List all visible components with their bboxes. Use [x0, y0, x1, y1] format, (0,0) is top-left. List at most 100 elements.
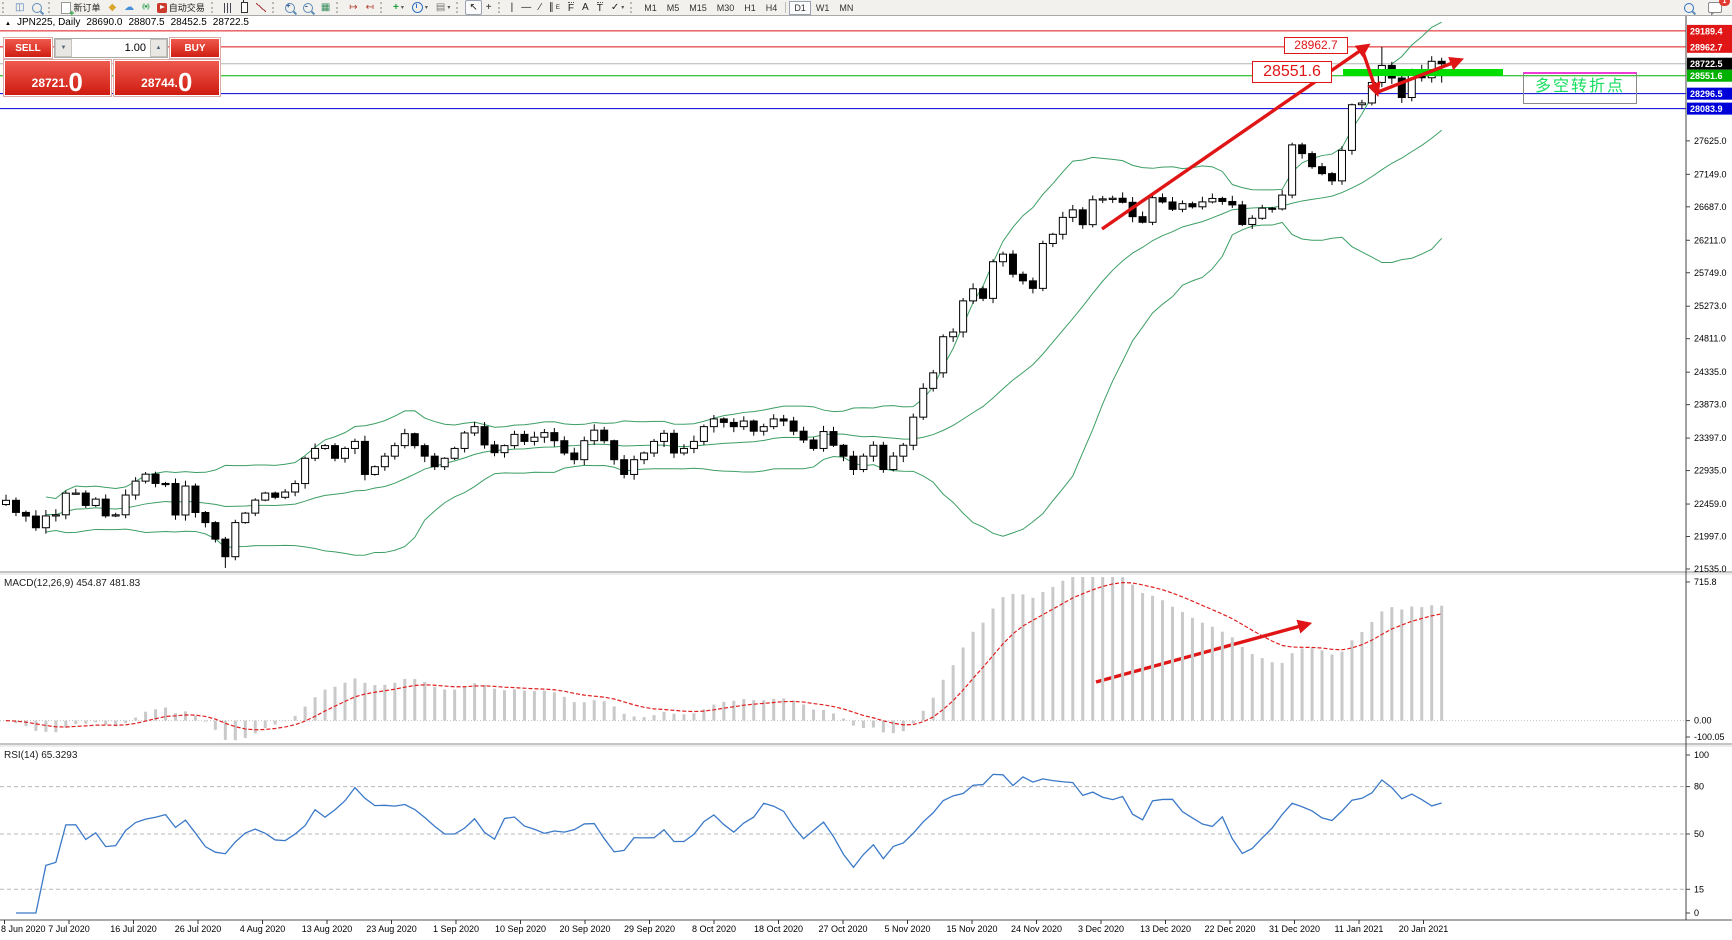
buy-price-big-digit: 0 [177, 66, 193, 97]
deposit-icon[interactable]: ◆ [104, 0, 120, 15]
toolbar-group: | — ∕ ∥ E F A T ✓ ▾ [496, 1, 629, 14]
timeframe-h4[interactable]: H4 [765, 2, 778, 13]
svg-text:3 Dec 2020: 3 Dec 2020 [1078, 924, 1124, 934]
horizontal-line-button[interactable]: — [517, 0, 535, 15]
buy-price-int: 28744 [141, 76, 175, 90]
bar-chart-icon-glyph [223, 2, 233, 13]
cursor-button[interactable]: ↖ [465, 0, 482, 15]
title-marker-icon: ▲ [5, 21, 11, 27]
periods-button[interactable]: ▾ [408, 0, 432, 15]
indicators-button-caret-icon[interactable]: ▾ [400, 5, 404, 11]
shapes-button[interactable]: ✓ ▾ [607, 0, 628, 15]
toolbar-group: ↖ + [454, 0, 496, 15]
sell-button[interactable]: SELL [4, 38, 52, 58]
notifications-icon-glyph [1708, 2, 1722, 16]
candles-layer [2, 46, 1446, 568]
timeframe-d1[interactable]: D1 [789, 0, 811, 15]
timeframe-mn[interactable]: MN [839, 2, 854, 13]
timeframe-m15[interactable]: M15 [689, 2, 707, 13]
vertical-line-button[interactable]: | [507, 0, 518, 15]
svg-text:25273.0: 25273.0 [1694, 301, 1727, 311]
zoom-out-icon-glyph [302, 2, 313, 13]
shapes-button-caret-icon[interactable]: ▾ [621, 5, 625, 11]
auto-scroll-icon-glyph: ↦ [349, 2, 358, 13]
text-button[interactable]: A [578, 0, 593, 15]
volume-input[interactable]: 1.00 [124, 42, 146, 54]
line-chart-icon[interactable] [252, 0, 270, 15]
templates-button-caret-icon[interactable]: ▾ [447, 5, 451, 11]
auto-scroll-icon[interactable]: ↦ [345, 0, 361, 15]
toolbar-group [209, 0, 270, 15]
svg-text:100: 100 [1694, 750, 1709, 760]
toolbar-group: 新订单 ◆ ☁ ((●)) 自动交易 [46, 0, 209, 17]
chart-window-icon-glyph: ◫ [15, 2, 25, 13]
accounts-cloud-icon-glyph: ☁ [124, 2, 135, 13]
separator [785, 2, 787, 13]
crosshair-button-glyph: + [485, 2, 492, 13]
line-chart-icon-glyph [255, 3, 266, 12]
svg-text:23873.0: 23873.0 [1694, 400, 1727, 410]
svg-text:29 Sep 2020: 29 Sep 2020 [624, 924, 675, 934]
svg-text:0.00: 0.00 [1694, 716, 1712, 726]
sell-price-button[interactable]: 28721 . 0 [4, 60, 111, 96]
text-label-button[interactable]: T [593, 0, 607, 15]
rsi-pane [0, 773, 1686, 914]
symbol-period: JPN225, Daily [16, 17, 81, 28]
svg-text:24 Nov 2020: 24 Nov 2020 [1011, 924, 1062, 934]
volume-decrease-button[interactable]: ▼ [55, 39, 72, 57]
svg-text:29189.4: 29189.4 [1690, 26, 1723, 36]
ohlc-high: 28807.5 [128, 17, 165, 28]
rsi-indicator-label: RSI(14) 65.3293 [4, 750, 78, 761]
price-scale[interactable] [1686, 16, 1732, 920]
zoom-out-icon[interactable] [299, 0, 317, 15]
tile-windows-icon[interactable]: ▦ [317, 0, 334, 15]
buy-price-button[interactable]: 28744 . 0 [113, 60, 220, 97]
channel-button[interactable]: ∥ E [545, 0, 564, 15]
accounts-cloud-icon[interactable]: ☁ [120, 0, 138, 15]
macd-indicator-label: MACD(12,26,9) 454.87 481.83 [4, 578, 141, 589]
timeframe-m1[interactable]: M1 [644, 2, 657, 13]
timeframe-h1[interactable]: H1 [744, 2, 756, 13]
trendline-button-glyph: ∕ [539, 2, 541, 13]
bollinger-bands [45, 21, 1443, 556]
chart-shift-icon[interactable]: ↤ [362, 0, 378, 15]
volume-increase-button[interactable]: ▲ [150, 39, 167, 57]
svg-text:22459.0: 22459.0 [1694, 499, 1727, 509]
svg-text:5 Nov 2020: 5 Nov 2020 [884, 924, 930, 934]
candlestick-chart-icon[interactable] [237, 0, 252, 15]
search-icon[interactable] [1680, 0, 1698, 15]
sell-price-int: 28721 [31, 76, 66, 90]
templates-button[interactable]: ▤ ▾ [432, 0, 454, 15]
text-button-glyph: A [582, 2, 589, 13]
signals-icon[interactable]: ((●)) [138, 0, 153, 15]
buy-button[interactable]: BUY [170, 38, 220, 58]
bar-chart-icon[interactable] [220, 0, 237, 15]
zoom-in-icon[interactable] [281, 0, 299, 15]
group-handle-icon [380, 2, 386, 13]
timeframe-m30[interactable]: M30 [716, 2, 735, 13]
resistance-price-label[interactable]: 28962.7 [1284, 37, 1348, 54]
new-order-button-label: 新订单 [73, 3, 101, 13]
notifications-icon[interactable]: 1 [1704, 0, 1730, 16]
timeframe-m5[interactable]: M5 [666, 2, 680, 13]
svg-text:24811.0: 24811.0 [1694, 334, 1726, 344]
trendline-button[interactable]: ∕ [535, 0, 545, 15]
data-window-icon[interactable] [28, 0, 46, 15]
turning-point-note[interactable]: 多空转折点 [1523, 72, 1637, 104]
algo-trading-button[interactable]: 自动交易 [153, 0, 209, 15]
periods-button-caret-icon[interactable]: ▾ [424, 5, 428, 11]
support-price-label[interactable]: 28551.6 [1252, 61, 1332, 83]
fibonacci-button[interactable]: F [564, 0, 578, 15]
time-axis[interactable] [0, 921, 1686, 940]
indicators-button[interactable]: + ▾ [389, 0, 408, 15]
toolbar-group: ↦ ↤ [334, 1, 378, 14]
svg-text:31 Dec 2020: 31 Dec 2020 [1269, 924, 1320, 934]
chart-window-icon[interactable]: ◫ [11, 0, 28, 15]
crosshair-button[interactable]: + [482, 0, 496, 15]
signals-icon-glyph: ((●)) [142, 4, 150, 10]
group-handle-icon [336, 2, 342, 13]
chart-area[interactable] [0, 16, 1686, 572]
timeframe-w1[interactable]: W1 [815, 2, 830, 13]
group-handle-icon [210, 2, 217, 13]
new-order-button[interactable]: 新订单 [57, 0, 104, 17]
